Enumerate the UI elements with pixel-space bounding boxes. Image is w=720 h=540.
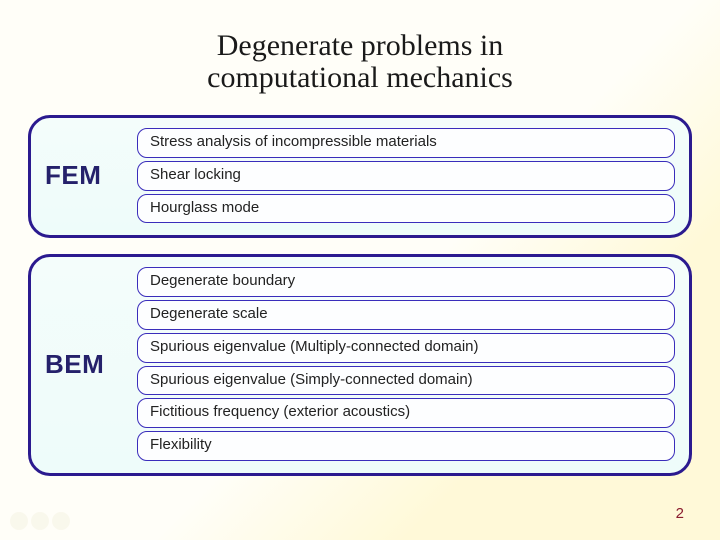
bem-items: Degenerate boundary Degenerate scale Spu… (137, 267, 675, 461)
list-item: Degenerate boundary (137, 267, 675, 297)
list-item: Spurious eigenvalue (Multiply-connected … (137, 333, 675, 363)
bem-label: BEM (45, 349, 129, 380)
list-item: Flexibility (137, 431, 675, 461)
list-item: Shear locking (137, 161, 675, 191)
list-item: Spurious eigenvalue (Simply-connected do… (137, 366, 675, 396)
title-line-2: computational mechanics (207, 61, 513, 94)
list-item: Degenerate scale (137, 300, 675, 330)
fem-label: FEM (45, 160, 129, 191)
list-item: Stress analysis of incompressible materi… (137, 128, 675, 158)
decorative-dots (10, 512, 70, 530)
title-line-1: Degenerate problems in (217, 29, 504, 62)
list-item: Hourglass mode (137, 194, 675, 224)
fem-panel: FEM Stress analysis of incompressible ma… (28, 115, 692, 238)
page-number: 2 (676, 505, 684, 522)
list-item: Fictitious frequency (exterior acoustics… (137, 398, 675, 428)
slide-title: Degenerate problems in computational mec… (28, 30, 692, 93)
bem-panel: BEM Degenerate boundary Degenerate scale… (28, 254, 692, 476)
fem-items: Stress analysis of incompressible materi… (137, 128, 675, 223)
slide: Degenerate problems in computational mec… (0, 0, 720, 540)
